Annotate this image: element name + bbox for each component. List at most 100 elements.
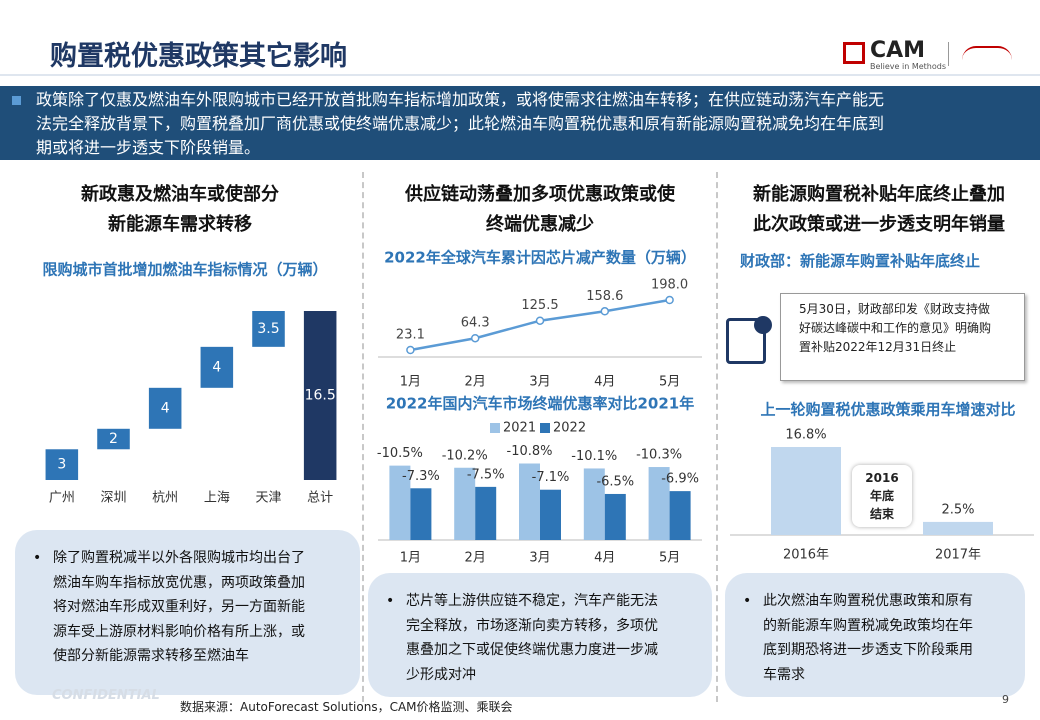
data-label: -10.3% — [636, 448, 682, 463]
x-tick-label: 5月 — [659, 551, 680, 566]
data-label: 3 — [57, 457, 66, 473]
bar — [148, 387, 182, 429]
logo-divider — [948, 42, 949, 66]
bullet-square — [12, 96, 21, 105]
logo-car — [962, 46, 1012, 60]
bar — [97, 428, 130, 450]
doc-icon — [726, 318, 766, 364]
bullet-text: 芯片等上游供应链不稳定，汽车产能无法 完全释放，市场逐渐向卖方转移，多项优 惠叠加之… — [406, 589, 658, 687]
x-tick-label: 广州 — [49, 491, 75, 506]
data-label: -6.9% — [661, 472, 699, 487]
text-line: 少形成对冲 — [406, 666, 476, 683]
bullet-box: • 除了购置税减半以外各限购城市均出台了 燃油车购车指标放宽优惠，两项政策叠加 将对燃… — [15, 530, 360, 695]
bar — [648, 467, 670, 540]
x-tick-label: 2016年 — [783, 548, 829, 563]
bar — [771, 447, 841, 535]
x-tick-label: 5月 — [659, 375, 680, 390]
title-rule — [0, 74, 1040, 76]
x-tick-label: 2月 — [465, 551, 486, 566]
banner-text: 政策除了仅惠及燃油车外限购城市已经开放首批购车指标增加政策，或将使需求往燃油车转… — [36, 88, 884, 160]
bar — [669, 491, 691, 540]
data-label: 158.6 — [586, 289, 623, 304]
x-tick-label: 3月 — [529, 551, 550, 566]
bar — [389, 465, 411, 540]
text-line: 法完全释放背景下，购置税叠加厂商优惠或使终端优惠减少；此轮燃油车购置税优惠和原有… — [36, 114, 885, 133]
bar — [200, 346, 234, 388]
text-line: 除了购置税减半以外各限购城市均出台了 — [53, 550, 305, 566]
text-line: 终端优惠减少 — [486, 214, 594, 235]
watermark: CONFIDENTIAL — [52, 688, 160, 703]
text-line: 新能源购置税补贴年底终止叠加 — [753, 184, 1005, 205]
note-box: 5月30日，财政部印发《财政支持做 好碳达峰碳中和工作的意见》明确购 置补贴2022… — [780, 293, 1025, 381]
data-label: 4 — [161, 400, 170, 416]
bar — [454, 467, 476, 540]
text-line: 年底 — [869, 489, 894, 503]
bar — [583, 468, 605, 540]
x-tick-label: 4月 — [594, 551, 615, 566]
bullet-box: • 此次燃油车购置税优惠政策和原有 的新能源车购置税减免政策均在年 底到期恐将进一步透… — [725, 573, 1025, 697]
annotation-box: 2016 年底 结束 — [852, 465, 912, 527]
column-heading: 供应链动荡叠加多项优惠政策或使 终端优惠减少 — [365, 180, 715, 240]
text-line: 将对燃油车形成双重利好，另一方面新能 — [53, 599, 305, 615]
bullet-box: • 芯片等上游供应链不稳定，汽车产能无法 完全释放，市场逐渐向卖方转移，多项优 惠叠加… — [368, 573, 712, 697]
subtitle: 财政部：新能源车购置补贴年底终止 — [740, 252, 981, 270]
legend-label: 2021 — [503, 421, 536, 436]
text-line: 新能源车需求转移 — [108, 214, 252, 235]
legend-swatch — [490, 423, 500, 433]
bullet-text: 此次燃油车购置税优惠政策和原有 的新能源车购置税减免政策均在年 底到期恐将进一步透支… — [763, 589, 973, 687]
bar — [410, 488, 432, 540]
bar — [540, 489, 561, 540]
text-line: 期或将进一步透支下阶段销量。 — [36, 138, 261, 157]
point — [600, 307, 610, 316]
data-label: -7.1% — [532, 470, 570, 485]
text-line: 底到期恐将进一步透支下阶段乘用 — [763, 642, 973, 658]
data-label: -7.5% — [467, 467, 505, 482]
legend-swatch — [540, 423, 550, 433]
x-tick-label: 上海 — [204, 491, 230, 506]
legend-label: 2022 — [553, 421, 586, 436]
bar — [923, 521, 993, 535]
data-label: -7.3% — [402, 469, 440, 484]
text-line: 2016 — [865, 471, 899, 485]
column-heading: 新能源购置税补贴年底终止叠加 此次政策或进一步透支明年销量 — [720, 180, 1038, 240]
data-label: 64.3 — [461, 316, 490, 331]
x-tick-label: 4月 — [594, 375, 615, 390]
text-line: 置补贴2022年12月31日终止 — [799, 340, 957, 354]
point — [665, 295, 674, 305]
logo-mark — [843, 42, 865, 64]
data-label: -10.5% — [377, 446, 423, 461]
banner: 政策除了仅惠及燃油车外限购城市已经开放首批购车指标增加政策，或将使需求往燃油车转… — [0, 86, 1040, 160]
divider — [362, 172, 364, 702]
chart-title: 上一轮购置税优惠政策乘用车增速对比 — [760, 401, 1015, 419]
text-line: 政策除了仅惠及燃油车外限购城市已经开放首批购车指标增加政策，或将使需求往燃油车转… — [36, 90, 885, 109]
chart-title: 2022年全球汽车累计因芯片减产数量（万辆） — [384, 249, 696, 267]
chart-title: 限购城市首批增加燃油车指标情况（万辆） — [42, 261, 327, 279]
x-tick-label: 深圳 — [100, 491, 126, 506]
source: 数据来源：AutoForecast Solutions，CAM价格监测、乘联会 — [180, 700, 513, 714]
x-tick-label: 2017年 — [935, 548, 981, 563]
text-line: 的新能源车购置税减免政策均在年 — [763, 617, 973, 634]
text-line: 新政惠及燃油车或使部分 — [81, 184, 279, 205]
doc-icon-badge — [754, 316, 772, 334]
point — [470, 333, 480, 343]
data-label: -10.8% — [507, 444, 553, 459]
text-line: 5月30日，财政部印发《财政支持做 — [799, 302, 990, 316]
data-label: 198.0 — [651, 278, 688, 293]
logo-slogan: Believe in Methods — [870, 62, 946, 71]
data-label: 16.8% — [785, 428, 826, 443]
x-tick-label: 杭州 — [152, 491, 178, 506]
text-line: 车需求 — [763, 666, 805, 683]
data-label: -10.2% — [442, 448, 488, 463]
text-line: 此次政策或进一步透支明年销量 — [753, 214, 1005, 235]
data-label: 3.5 — [257, 321, 279, 337]
text-line: 惠叠加之下或促使终端优惠力度进一步减 — [406, 642, 658, 658]
x-tick-label: 总计 — [307, 491, 333, 506]
data-label: 2 — [109, 431, 118, 447]
text-line: 此次燃油车购置税优惠政策和原有 — [763, 593, 973, 609]
bar — [45, 449, 79, 480]
annotation-text: 2016 年底 结束 — [852, 465, 912, 523]
slide-title: 购置税优惠政策其它影响 — [50, 41, 347, 72]
text-line: 源车受上游原材料影响价格有所上涨，或 — [53, 623, 305, 640]
